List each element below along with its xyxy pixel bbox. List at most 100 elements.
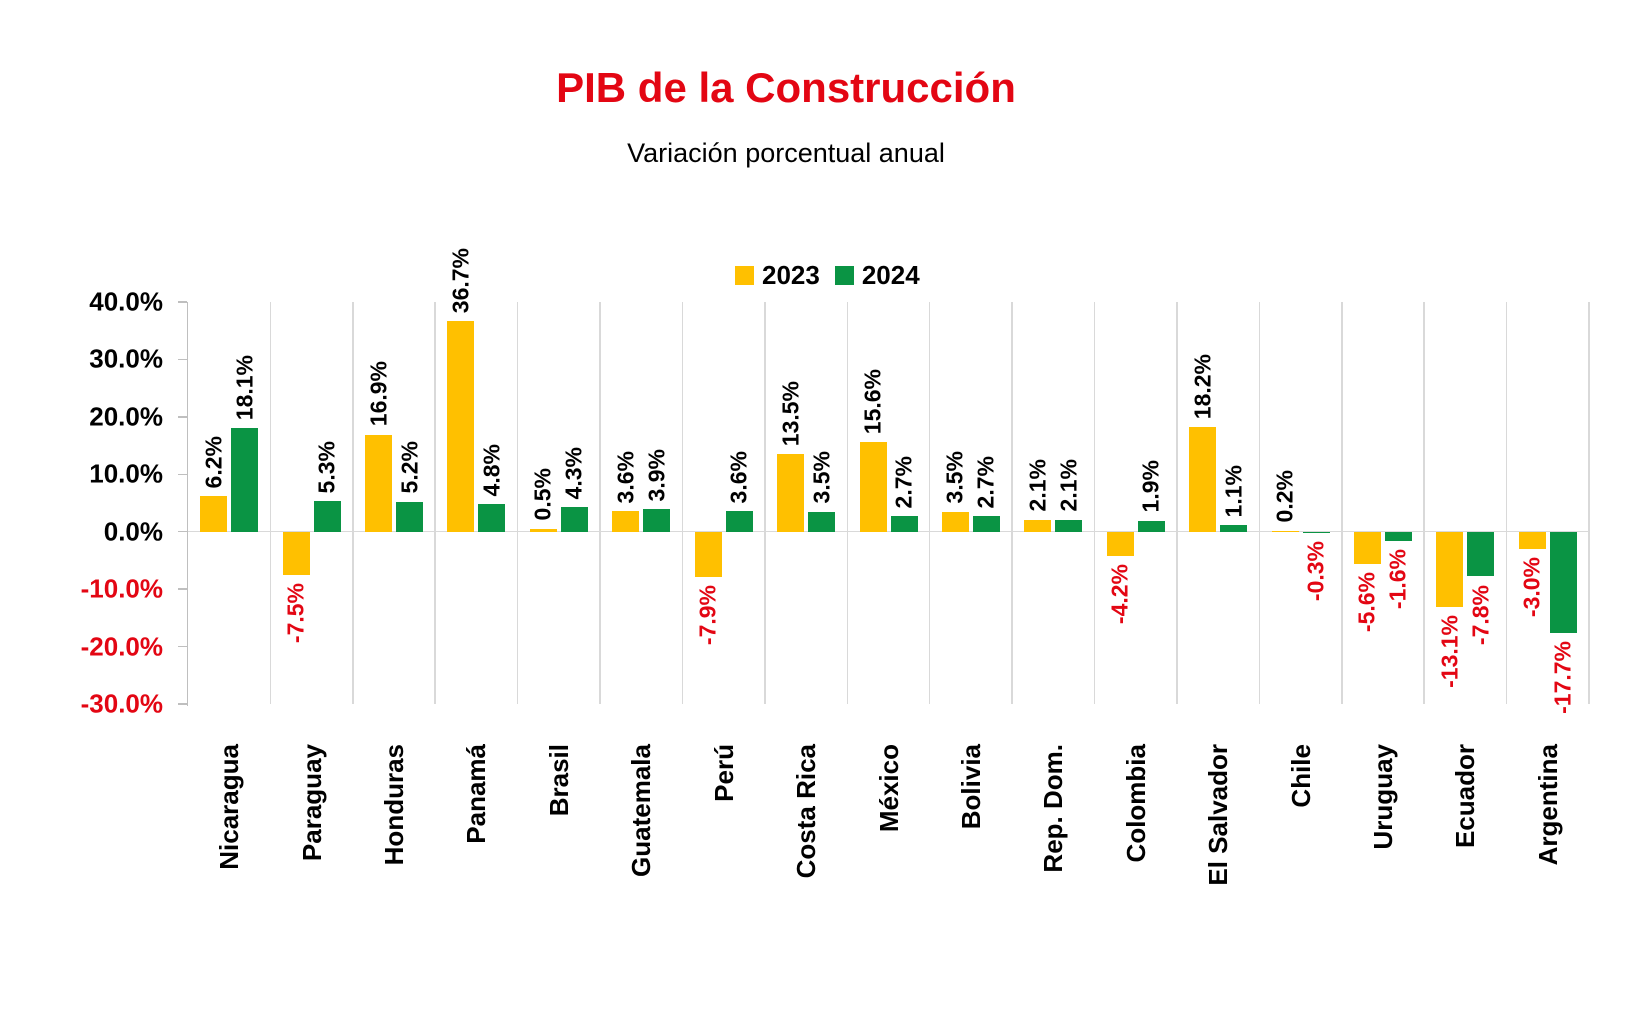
y-tick-label: 10.0% [89,458,163,489]
legend: 2023 2024 [735,260,920,291]
gridline [352,302,354,704]
chart-title: PIB de la Construcción [556,64,1016,111]
gridline [681,302,684,704]
bar-2023-Ecuador [1436,531,1464,607]
bar-value-label: 1.9% [1137,460,1164,513]
y-axis-tick [177,358,187,361]
category-label-Chile: Chile [1285,744,1316,808]
y-axis-tick [177,588,187,590]
bar-value-label: -4.2% [1106,563,1133,624]
bar-value-label: 3.9% [643,448,670,502]
bar-2023-Nicaragua [200,496,228,532]
bar-2024-Paraguay [313,501,341,532]
y-tick-label: 20.0% [89,401,163,432]
bar-value-label: 18.1% [231,354,258,420]
bar-value-label: 3.5% [941,451,968,504]
bar-2023-Paraguay [282,531,310,575]
y-tick-label: 30.0% [89,343,163,374]
bar-2024-Nicaragua [231,427,259,532]
bar-value-label: 2.1% [1055,459,1082,512]
bar-2023-Panamá [447,320,475,532]
bar-2024-El Salvador [1220,525,1248,532]
gridline [516,302,519,704]
bar-2024-Perú [725,511,753,532]
bar-value-label: 0.2% [1271,470,1298,523]
bar-2024-Brasil [560,507,588,532]
gridline [928,302,931,704]
y-axis-tick [177,645,187,648]
bar-value-label: 4.3% [560,446,587,500]
bar-2023-Uruguay [1353,531,1381,564]
gridline [764,302,766,704]
gridline [1176,302,1178,704]
category-label-Bolivia: Bolivia [955,744,986,830]
bar-value-label: -17.7% [1549,641,1576,715]
category-label-Rep. Dom.: Rep. Dom. [1038,744,1069,873]
bar-value-label: 3.5% [808,451,835,504]
category-label-Paraguay: Paraguay [296,744,327,862]
bar-2024-Panamá [478,504,506,532]
gridline [1093,302,1096,704]
y-tick-label: 0.0% [103,516,163,547]
gridline [1011,302,1013,704]
bar-value-label: 2.1% [1024,459,1051,512]
legend-item-2024: 2024 [834,260,920,291]
bar-2024-Chile [1302,531,1330,534]
bar-2024-Bolivia [972,516,1000,532]
y-axis-line [186,302,188,706]
category-label-Honduras: Honduras [379,744,410,866]
gridline [1341,302,1343,704]
bar-2024-Honduras [396,501,424,532]
y-axis-tick [177,473,187,476]
category-label-Nicaragua: Nicaragua [214,744,245,870]
gridline [1258,302,1261,704]
bar-2024-Guatemala [643,509,671,532]
category-label-Uruguay: Uruguay [1367,744,1398,850]
gridline [434,302,436,704]
bar-2023-Chile [1271,530,1299,532]
gridline [269,302,272,704]
bar-value-label: 5.2% [396,441,423,494]
bar-value-label: 5.3% [313,440,340,494]
gridline [599,302,601,704]
y-axis-tick [177,530,187,533]
bar-value-label: -7.9% [694,585,721,646]
category-label-Panamá: Panamá [461,744,492,844]
gridline [846,302,849,704]
bar-value-label: -13.1% [1436,614,1463,688]
bar-2023-El Salvador [1189,427,1217,532]
y-tick-label: 40.0% [89,286,163,317]
bar-2023-Colombia [1106,531,1134,556]
bar-2024-México [890,516,918,532]
bar-2024-Argentina [1549,531,1577,634]
y-tick-label: -30.0% [80,688,163,719]
bar-value-label: 1.1% [1220,464,1247,518]
y-tick-label: -10.0% [80,573,163,604]
bar-value-label: -5.6% [1353,571,1380,632]
bar-value-label: -7.5% [282,582,309,643]
bar-value-label: 2.7% [890,455,917,509]
category-label-Ecuador: Ecuador [1450,744,1481,849]
category-label-Argentina: Argentina [1532,744,1563,866]
bar-value-label: 2.7% [972,455,999,509]
bar-2023-Costa Rica [777,454,805,532]
bar-2023-Bolivia [941,511,969,532]
y-axis-tick [177,301,187,303]
bar-2023-Rep. Dom. [1024,519,1052,532]
bar-value-label: 3.6% [612,450,639,504]
bar-2023-México [859,442,887,532]
category-label-Colombia: Colombia [1120,744,1151,863]
bar-value-label: 0.5% [529,468,556,521]
legend-label-2024: 2024 [861,260,920,290]
gridline [1588,302,1590,704]
gridline [1423,302,1425,704]
category-label-Guatemala: Guatemala [626,744,657,877]
y-axis-tick [177,416,187,418]
bar-value-label: 3.6% [725,450,752,504]
bar-value-label: 4.8% [478,443,505,497]
category-label-Brasil: Brasil [543,744,574,817]
bar-value-label: 13.5% [777,380,804,447]
bar-2023-Guatemala [612,511,640,532]
